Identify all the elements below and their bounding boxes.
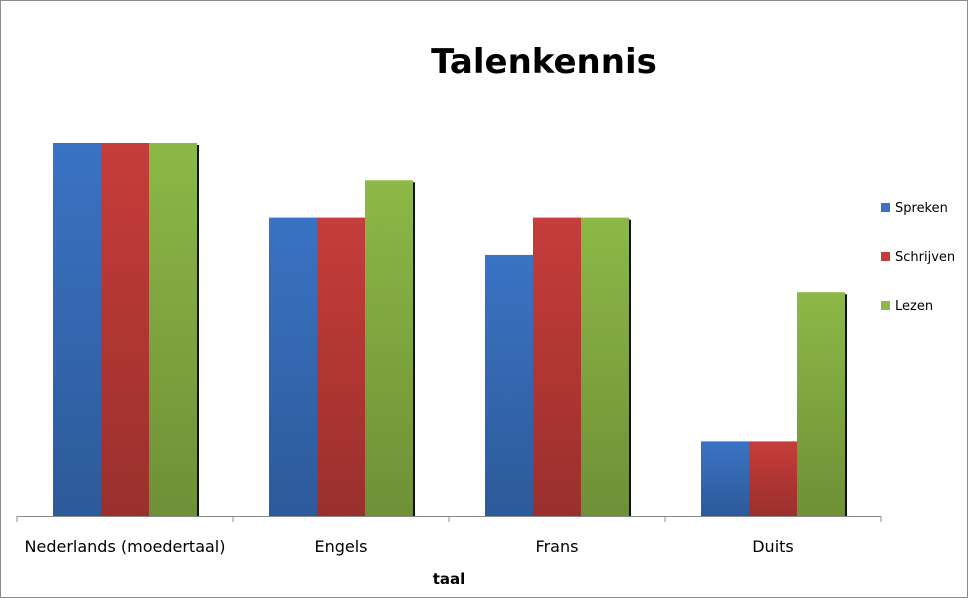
bar-lezen-1 [365,180,413,517]
bar-schrijven-3 [749,441,797,516]
bar-lezen-0 [149,143,197,516]
x-tick-label-3: Duits [752,537,794,556]
x-axis-title: taal [433,570,466,588]
x-axis: Nederlands (moedertaal) Engels Frans Duits [16,516,882,556]
legend-swatch-spreken [881,203,890,212]
legend-swatch-lezen [881,301,890,310]
bar-spreken-2 [485,254,533,516]
legend-label-lezen: Lezen [895,299,933,314]
bars-group [53,143,847,517]
legend-swatch-schrijven [881,252,890,261]
bar-spreken-3 [701,441,749,516]
bar-schrijven-2 [533,217,581,516]
bar-schrijven-1 [317,217,365,516]
bar-spreken-1 [269,217,317,516]
chart-title: Talenkennis [431,42,657,82]
x-tick-label-2: Frans [536,537,579,556]
legend: Spreken Schrijven Lezen [881,201,955,314]
legend-label-spreken: Spreken [895,201,948,216]
x-tick-label-1: Engels [314,537,367,556]
bar-lezen-2 [581,217,629,516]
legend-label-schrijven: Schrijven [895,250,955,265]
bar-lezen-3 [797,292,845,516]
bar-spreken-0 [53,143,101,516]
bar-schrijven-0 [101,143,149,516]
x-tick-label-0: Nederlands (moedertaal) [25,537,226,556]
